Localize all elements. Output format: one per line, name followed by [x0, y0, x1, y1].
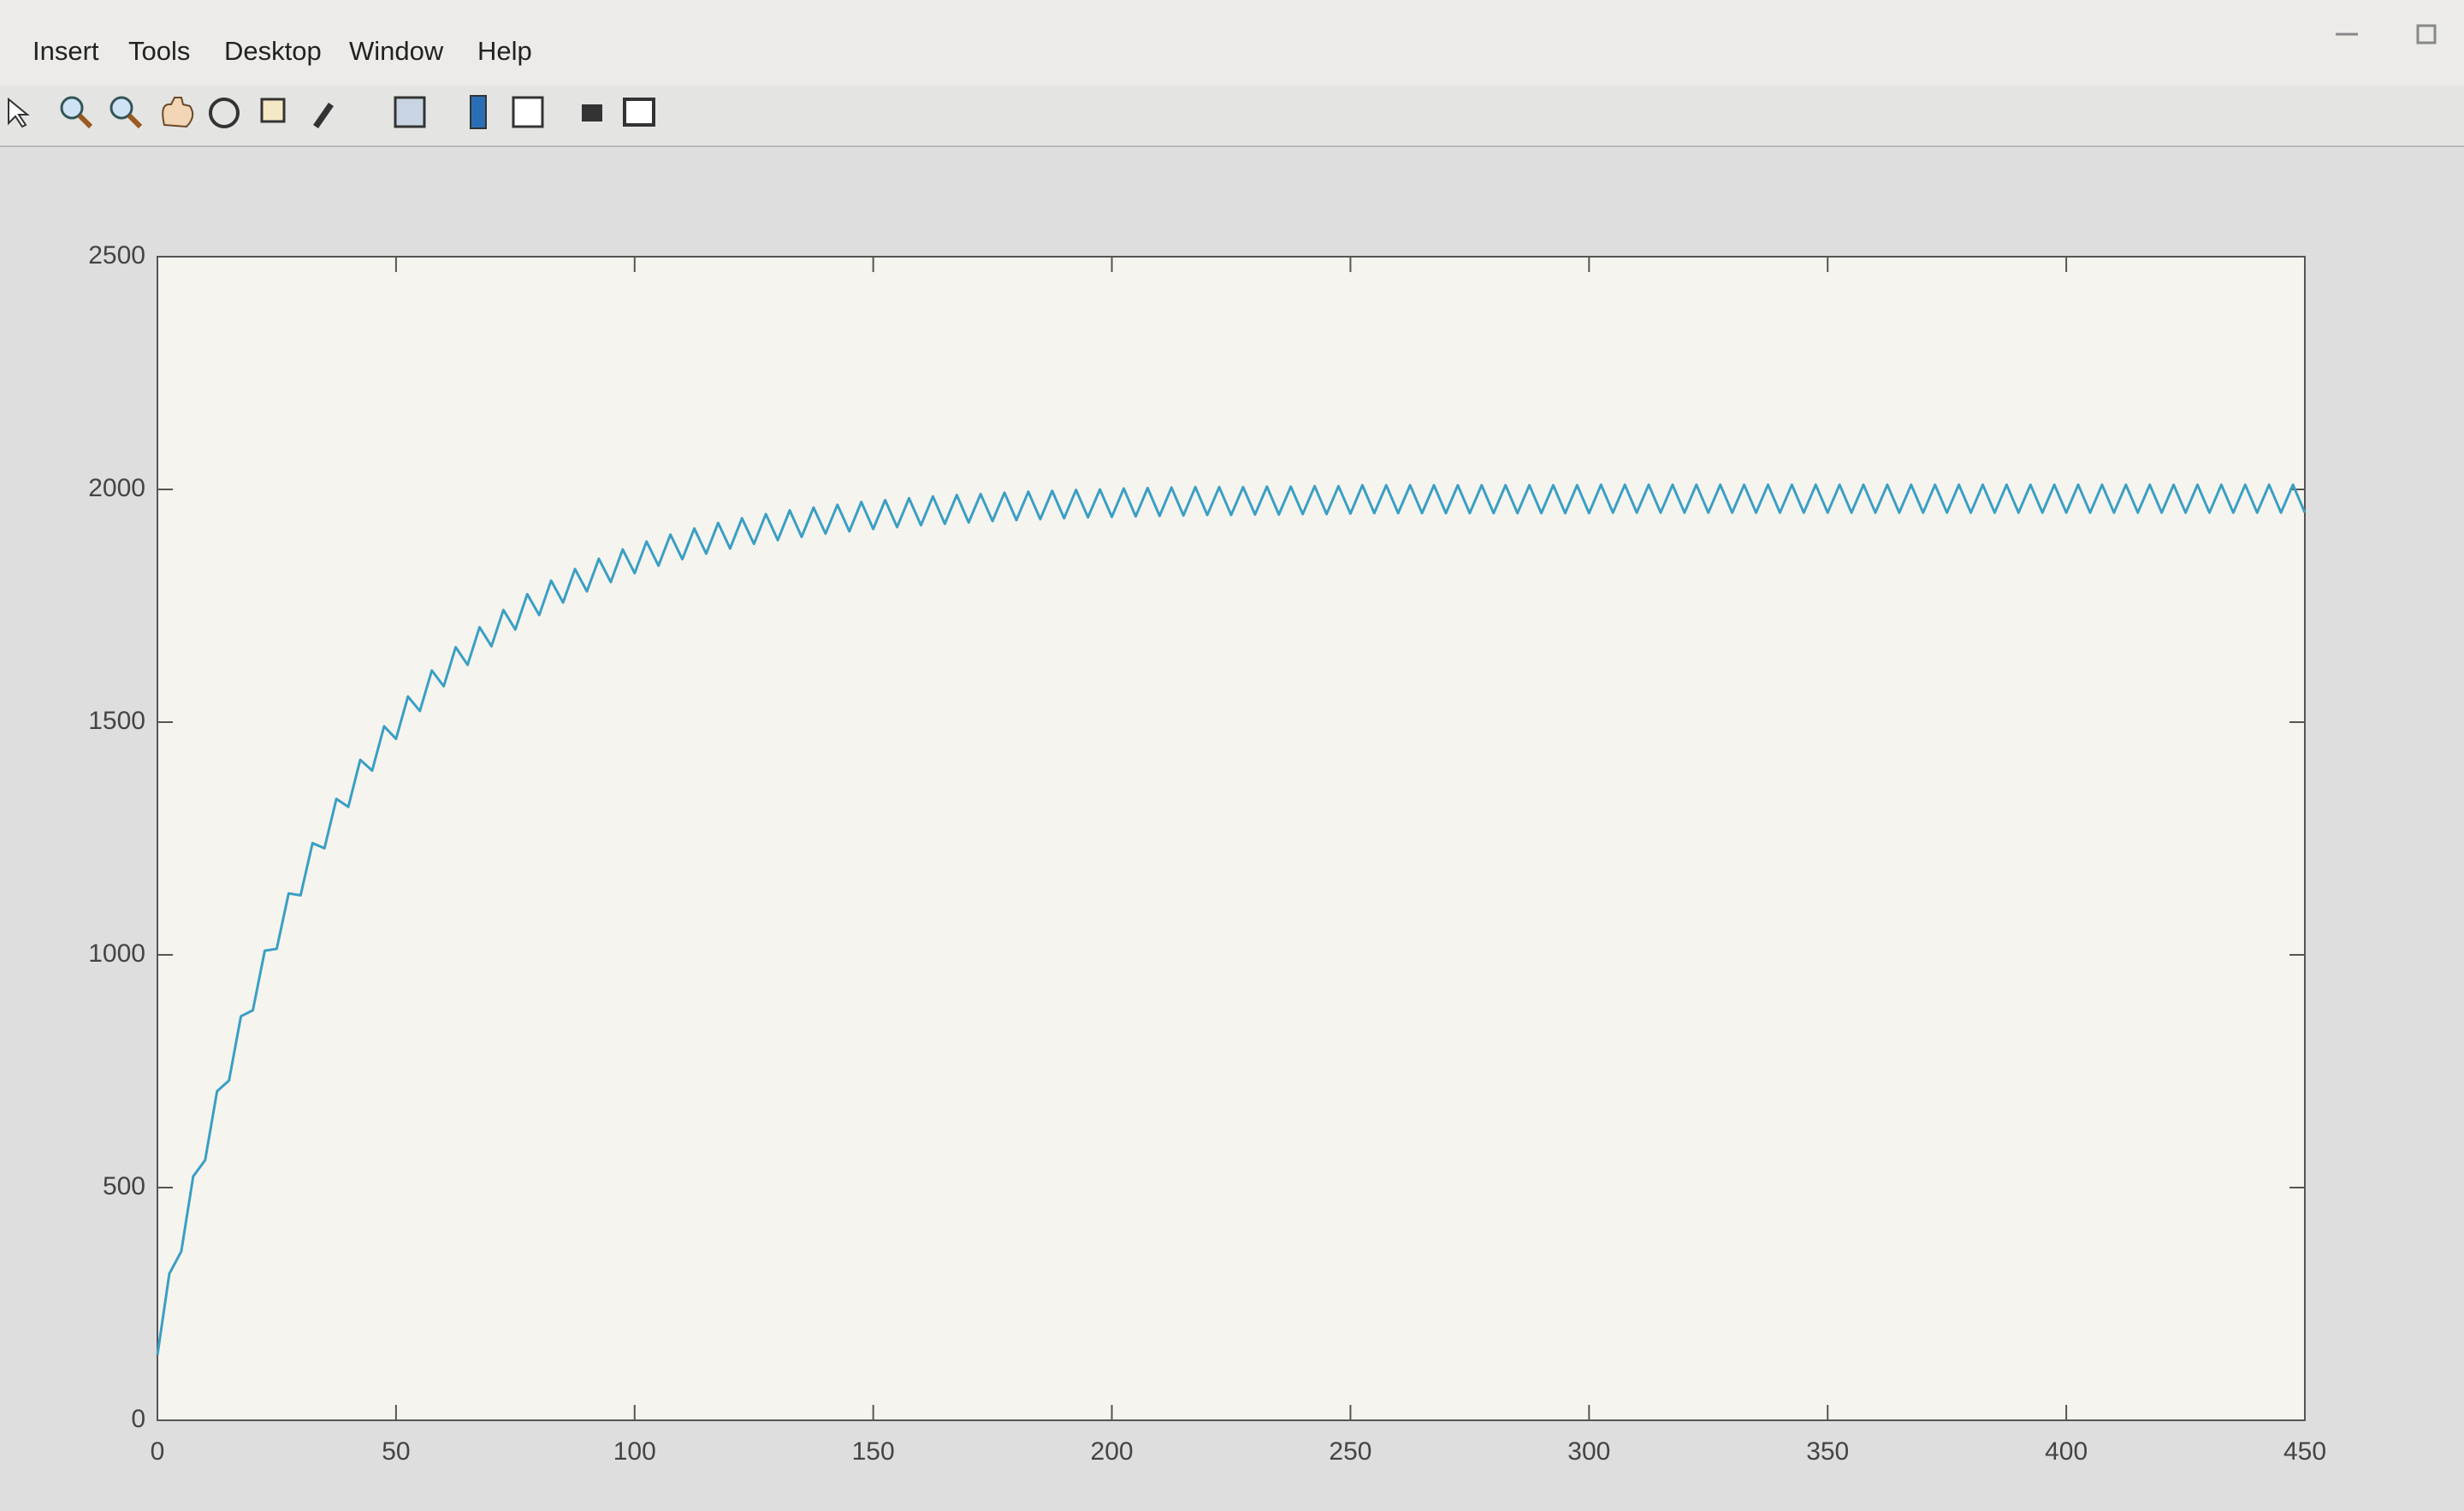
window-controls [2310, 17, 2447, 51]
show-plot-tools[interactable] [625, 99, 654, 125]
y-tick-label: 2500 [88, 241, 145, 270]
x-tick-label: 200 [1091, 1437, 1134, 1466]
toolbar [0, 86, 2464, 147]
y-tick-label: 2000 [88, 474, 145, 502]
y-tick-label: 1500 [88, 707, 145, 735]
zoom-out[interactable] [111, 98, 140, 127]
zoom-in[interactable] [62, 98, 91, 127]
restore-button[interactable] [2418, 26, 2435, 43]
axes-box [157, 257, 2305, 1420]
select-tool[interactable] [9, 99, 27, 127]
x-tick-label: 150 [852, 1437, 895, 1466]
x-tick-label: 450 [2283, 1437, 2326, 1466]
menu-item[interactable]: Tools [128, 36, 190, 67]
figure-canvas: 0 50 100 150 200 250 300 350 400 450 0 500 1000 1500 2… [0, 147, 2464, 1511]
x-tick-label: 250 [1329, 1437, 1371, 1466]
brush-tool[interactable] [313, 103, 334, 128]
insert-legend[interactable] [513, 98, 542, 127]
y-tick-label: 1000 [88, 939, 145, 968]
x-tick-label: 50 [382, 1437, 410, 1466]
x-tick-label: 350 [1806, 1437, 1849, 1466]
x-tick-label: 0 [151, 1437, 165, 1466]
menu-item[interactable]: Insert [33, 36, 99, 67]
data-cursor[interactable] [262, 99, 284, 121]
y-tick-label: 500 [103, 1172, 145, 1200]
x-tick-label: 300 [1567, 1437, 1610, 1466]
insert-colorbar[interactable] [471, 96, 486, 128]
hide-plot-tools[interactable] [582, 104, 602, 121]
link-plot[interactable] [395, 98, 424, 127]
rotate-tool[interactable] [210, 99, 238, 127]
x-tick-label: 400 [2045, 1437, 2088, 1466]
y-tick-label: 0 [131, 1405, 145, 1433]
x-tick-label: 100 [613, 1437, 656, 1466]
figure-window: Insert Tools Desktop Window Help 0 50 100 1… [0, 0, 2464, 1511]
toolbar-icons [0, 86, 684, 145]
menu-item[interactable]: Desktop [224, 36, 322, 67]
menu-item[interactable]: Help [477, 36, 532, 67]
menu-item[interactable]: Window [349, 36, 443, 67]
pan-tool[interactable] [163, 98, 192, 127]
menu-bar: Insert Tools Desktop Window Help [0, 0, 2464, 86]
